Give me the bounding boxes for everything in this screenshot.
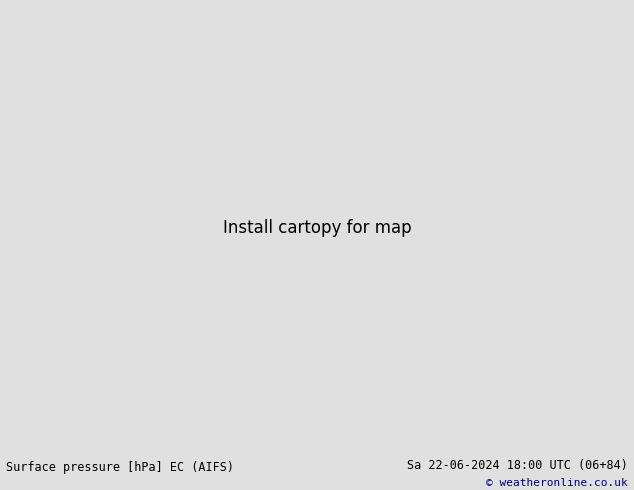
Text: Sa 22-06-2024 18:00 UTC (06+84): Sa 22-06-2024 18:00 UTC (06+84) [407, 459, 628, 472]
Text: Surface pressure [hPa] EC (AIFS): Surface pressure [hPa] EC (AIFS) [6, 461, 235, 474]
Text: Install cartopy for map: Install cartopy for map [223, 219, 411, 237]
Text: © weatheronline.co.uk: © weatheronline.co.uk [486, 478, 628, 488]
